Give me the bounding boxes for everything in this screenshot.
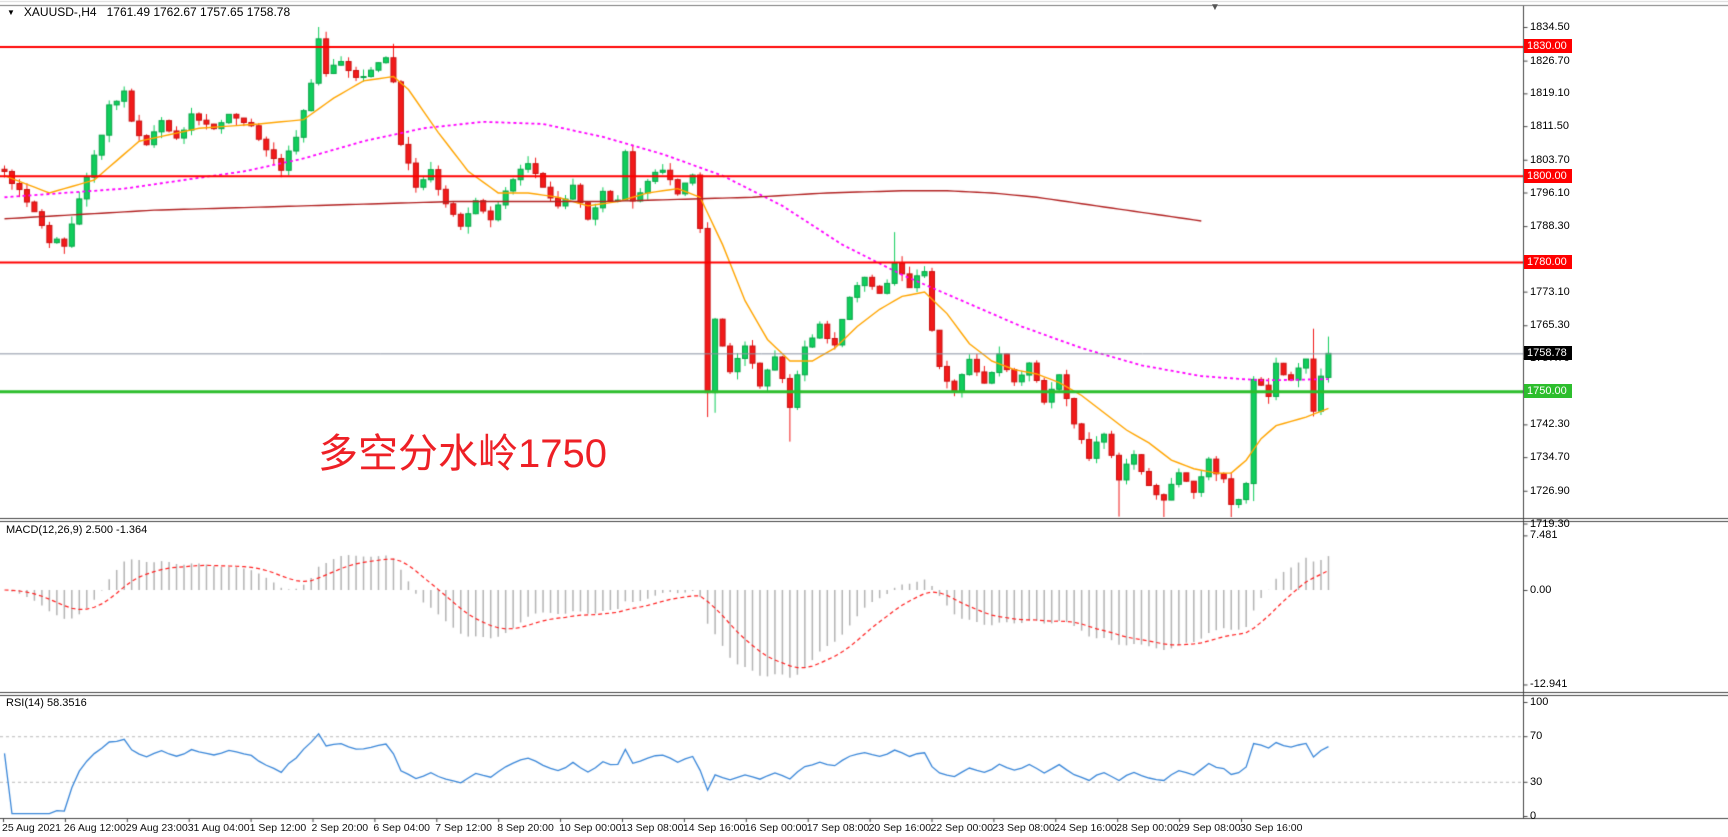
price-axis-tick-label: 1796.10: [1530, 186, 1570, 199]
time-axis-label: 6 Sep 04:00: [373, 822, 431, 834]
macd-axis-tick-label: -12.941: [1530, 678, 1568, 691]
time-axis-label: 30 Sep 16:00: [1240, 822, 1303, 834]
time-axis-label: 8 Sep 20:00: [497, 822, 554, 834]
price-axis-tick-label: 1826.70: [1530, 54, 1570, 67]
chart-shift-marker-icon: ▼: [1210, 2, 1220, 13]
time-axis-label: 29 Sep 08:00: [1178, 822, 1241, 834]
symbol-timeframe-label: XAUUSD-,H4: [23, 5, 97, 19]
time-axis-label: 29 Aug 23:00: [125, 822, 188, 834]
macd-axis-tick-label: 7.481: [1530, 529, 1558, 542]
annotation-text[interactable]: 多空分水岭1750: [318, 432, 607, 476]
time-axis-label: 7 Sep 12:00: [435, 822, 492, 834]
rsi-axis-tick-label: 70: [1530, 730, 1543, 743]
price-axis-tick-label: 1726.90: [1530, 484, 1570, 497]
rsi-axis-tick-label: 30: [1530, 775, 1543, 788]
time-axis-label: 26 Aug 12:00: [63, 822, 126, 834]
rsi-axis-tick-label: 0: [1530, 810, 1537, 822]
price-axis-tick-label: 1765.30: [1530, 319, 1570, 332]
symbol-dropdown-icon[interactable]: ▼: [7, 7, 15, 17]
macd-indicator-label: MACD(12,26,9) 2.500 -1.364: [6, 524, 148, 536]
time-axis-label: 22 Sep 00:00: [930, 822, 993, 834]
time-axis-label: 20 Sep 16:00: [868, 822, 932, 834]
level-price-badge: 1780.00: [1524, 254, 1572, 269]
current-price-badge: 1758.78: [1524, 346, 1572, 361]
time-axis-label: 25 Aug 2021: [2, 822, 61, 834]
time-axis-label: 31 Aug 04:00: [187, 822, 250, 834]
price-axis-tick-label: 1788.30: [1530, 220, 1570, 233]
price-axis-tick-label: 1803.70: [1530, 153, 1570, 166]
time-axis-label: 17 Sep 08:00: [806, 822, 870, 834]
time-axis-label: 2 Sep 20:00: [311, 822, 369, 834]
price-axis-tick-label: 1773.10: [1530, 285, 1570, 298]
rsi-indicator-label: RSI(14) 58.3516: [6, 697, 87, 709]
price-axis-tick-label: 1742.30: [1530, 418, 1570, 431]
time-axis-label: 1 Sep 12:00: [249, 822, 307, 834]
time-axis-label: 16 Sep 00:00: [744, 822, 808, 834]
ohlc-quote-label: 1761.49 1762.67 1757.65 1758.78: [106, 5, 291, 19]
price-axis-tick-label: 1719.30: [1530, 517, 1570, 530]
level-price-badge: 1830.00: [1524, 39, 1572, 54]
price-axis-tick-label: 1734.70: [1530, 451, 1570, 464]
time-axis-label: 14 Sep 16:00: [682, 822, 746, 834]
price-axis-tick-label: 1811.50: [1530, 120, 1569, 133]
price-axis-tick-label: 1819.10: [1530, 87, 1570, 100]
time-axis-label: 23 Sep 08:00: [992, 822, 1055, 834]
time-axis-label: 13 Sep 08:00: [621, 822, 684, 834]
chart-title: ▼ XAUUSD-,H4 1761.49 1762.67 1757.65 175…: [0, 4, 290, 20]
macd-axis-tick-label: 0.00: [1530, 584, 1552, 596]
level-price-badge: 1750.00: [1524, 384, 1572, 399]
time-axis-label: 28 Sep 00:00: [1116, 822, 1179, 834]
time-axis-label: 24 Sep 16:00: [1054, 822, 1117, 834]
price-axis-tick-label: 1834.50: [1530, 21, 1570, 33]
time-axis-label: 10 Sep 00:00: [559, 822, 622, 834]
rsi-axis-tick-label: 100: [1530, 696, 1549, 708]
level-price-badge: 1800.00: [1524, 168, 1572, 183]
